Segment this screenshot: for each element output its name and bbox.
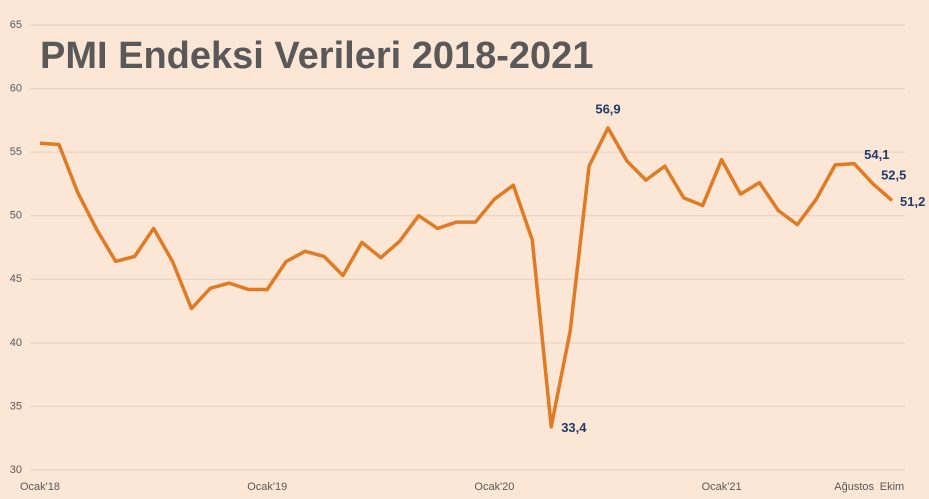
x-tick-label: Ocak'21 xyxy=(702,481,742,493)
y-tick-label: 40 xyxy=(10,337,22,349)
x-tick-label: Ağustos xyxy=(834,481,874,493)
data-label: 33,4 xyxy=(561,420,587,435)
data-label: 51,2 xyxy=(900,194,925,209)
chart-title: PMI Endeksi Verileri 2018-2021 xyxy=(40,35,593,77)
x-tick-label: Ocak'19 xyxy=(247,481,287,493)
data-line xyxy=(39,126,894,429)
data-label: 52,5 xyxy=(881,167,906,182)
y-tick-label: 65 xyxy=(10,19,22,31)
x-tick-label: Ekim xyxy=(880,481,904,493)
y-tick-label: 30 xyxy=(10,464,22,476)
y-tick-label: 55 xyxy=(10,146,22,158)
data-label: 54,1 xyxy=(864,147,889,162)
y-tick-label: 45 xyxy=(10,273,22,285)
x-tick-label: Ocak'18 xyxy=(20,481,60,493)
x-tick-label: Ocak'20 xyxy=(474,481,514,493)
y-tick-label: 35 xyxy=(10,400,22,412)
y-tick-label: 50 xyxy=(10,210,22,222)
data-label: 56,9 xyxy=(595,101,620,116)
y-tick-label: 60 xyxy=(10,82,22,94)
